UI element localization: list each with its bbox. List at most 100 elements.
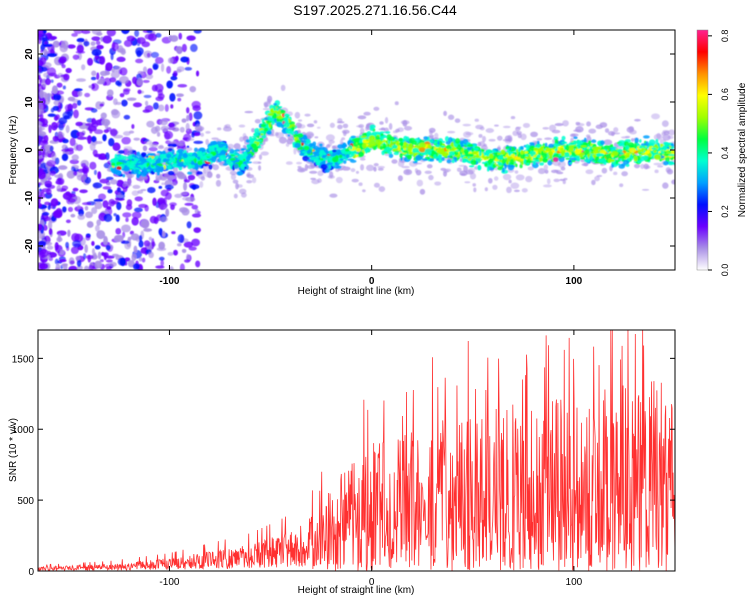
heatmap-ridge-cell (568, 161, 573, 165)
heatmap-noise-cell (148, 146, 158, 152)
heatmap-noise-cell (41, 123, 49, 128)
heatmap-ridge-cell (653, 154, 662, 160)
heatmap-haze-cell (591, 179, 596, 186)
heatmap-noise-cell (169, 93, 176, 102)
heatmap-noise-cell (76, 131, 85, 137)
heatmap-ridge-cell (423, 136, 428, 140)
heatmap-ridge-cell (228, 160, 234, 167)
x-tick-label: 0 (369, 577, 375, 588)
heatmap-ridge-cell (523, 159, 527, 165)
heatmap-ridge-cell (218, 143, 224, 148)
heatmap-haze-cell (294, 111, 301, 119)
heatmap-noise-cell (164, 184, 174, 190)
heatmap-ridge-cell (565, 157, 571, 160)
heatmap-haze-cell (488, 138, 496, 142)
y-tick-label: 500 (17, 496, 34, 507)
heatmap-noise-cell (123, 88, 131, 92)
heatmap-noise-cell (92, 149, 98, 157)
heatmap-noise-cell (91, 136, 97, 143)
heatmap-ridge-cell (339, 158, 344, 161)
heatmap-ridge-cell (362, 139, 367, 144)
heatmap-haze-cell (464, 181, 471, 184)
heatmap-haze-cell (630, 138, 635, 142)
heatmap-haze-cell (131, 190, 139, 196)
heatmap-haze-cell (176, 142, 184, 146)
heatmap-noise-cell (145, 73, 154, 80)
heatmap-haze-cell (434, 181, 442, 186)
heatmap-noise-cell (99, 259, 104, 263)
heatmap-ridge-cell (249, 136, 253, 141)
heatmap-ridge-cell (159, 154, 166, 157)
heatmap-ridge-cell (454, 138, 461, 144)
heatmap-noise-cell (165, 208, 170, 217)
heatmap-haze-cell (536, 137, 543, 141)
heatmap-noise-cell (149, 215, 158, 224)
heatmap-haze-cell (168, 141, 176, 144)
heatmap-ridge-cell (240, 148, 245, 152)
heatmap-haze-cell (467, 167, 476, 174)
heatmap-ridge-cell (314, 151, 321, 157)
heatmap-noise-cell (71, 154, 79, 161)
heatmap-haze-cell (144, 139, 152, 145)
heatmap-ridge-cell (222, 163, 229, 166)
heatmap-ridge-cell (222, 147, 229, 151)
heatmap-haze-cell (311, 178, 320, 185)
heatmap-ridge-cell (260, 123, 267, 128)
heatmap-ridge-cell (392, 141, 397, 144)
heatmap-haze-cell (199, 126, 203, 132)
x-tick-label: -100 (159, 577, 179, 588)
heatmap-noise-cell (119, 75, 129, 84)
heatmap-ridge-cell (369, 126, 374, 132)
heatmap-ridge-cell (529, 150, 537, 156)
heatmap-ridge-cell (185, 160, 191, 164)
heatmap-noise-cell (152, 102, 159, 110)
heatmap-ridge-cell (378, 141, 383, 146)
heatmap-ridge-cell (478, 150, 482, 157)
heatmap-noise-cell (170, 104, 174, 109)
heatmap-ridge-cell (615, 160, 619, 165)
heatmap-noise-cell (113, 98, 118, 106)
heatmap-ridge-cell (488, 153, 494, 159)
heatmap-noise-cell (116, 48, 126, 53)
heatmap-noise-cell (96, 44, 104, 50)
heatmap-ridge-cell (148, 158, 156, 164)
heatmap-noise-cell (107, 182, 111, 186)
heatmap-haze-cell (274, 132, 279, 136)
heatmap-haze-cell (604, 128, 610, 133)
heatmap-haze-cell (117, 192, 123, 199)
heatmap-haze-cell (485, 128, 495, 134)
heatmap-ridge-cell (195, 165, 198, 171)
heatmap-noise-cell (81, 64, 86, 71)
heatmap-haze-cell (506, 186, 512, 194)
heatmap-haze-cell (246, 180, 253, 184)
heatmap-ridge-cell (349, 144, 353, 150)
heatmap-noise-cell (119, 67, 128, 76)
heatmap-noise-cell (56, 230, 67, 236)
heatmap-haze-cell (204, 171, 213, 178)
heatmap-ridge-cell (155, 169, 162, 173)
heatmap-noise-cell (159, 119, 168, 126)
heatmap-haze-cell (182, 196, 190, 201)
heatmap-ridge-cell (492, 163, 496, 169)
heatmap-haze-cell (230, 173, 237, 181)
heatmap-noise-cell (127, 236, 132, 241)
heatmap-haze-cell (603, 139, 613, 146)
heatmap-ridge-cell (220, 147, 224, 150)
heatmap-noise-cell (96, 72, 100, 81)
heatmap-noise-cell (51, 121, 58, 131)
heatmap-noise-cell (167, 143, 178, 148)
heatmap-ridge-cell (552, 157, 559, 162)
heatmap-ridge-cell (287, 134, 291, 137)
heatmap-haze-cell (358, 182, 363, 186)
heatmap-haze-cell (613, 127, 619, 133)
heatmap-ridge-cell (623, 141, 630, 147)
heatmap-ridge-cell (573, 136, 578, 140)
heatmap-ridge-cell (201, 149, 206, 152)
heatmap-noise-cell (121, 30, 130, 35)
heatmap-ridge-cell (136, 151, 141, 157)
heatmap-ridge-cell (338, 154, 343, 159)
heatmap-noise-cell (166, 80, 173, 89)
heatmap-haze-cell (304, 133, 314, 137)
heatmap-ridge-cell (205, 153, 212, 157)
heatmap-noise-cell (132, 102, 142, 108)
